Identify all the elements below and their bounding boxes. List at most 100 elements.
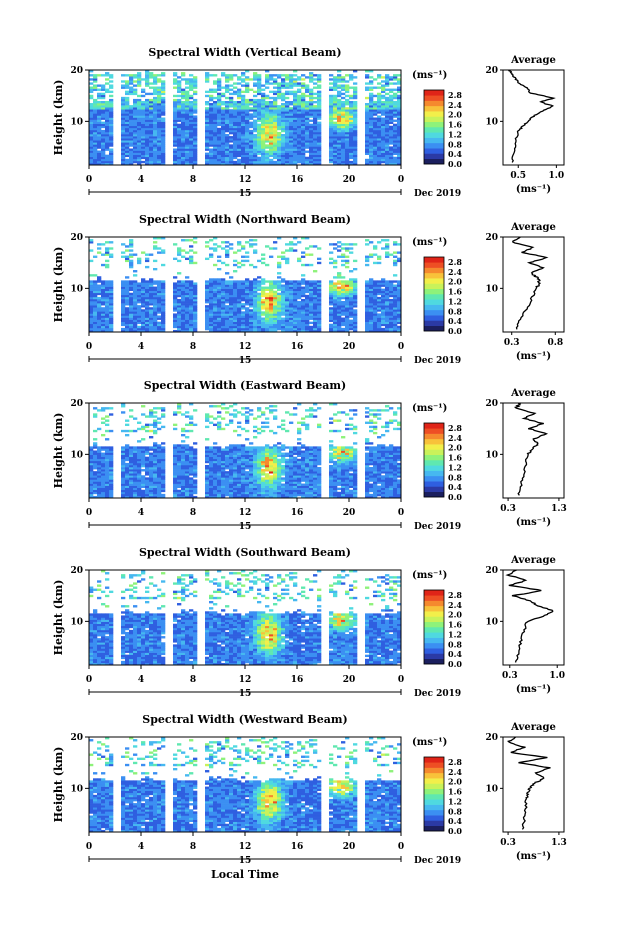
heat-cell bbox=[289, 142, 294, 145]
heat-cell bbox=[225, 146, 230, 149]
heat-cell bbox=[289, 241, 294, 244]
heat-cell bbox=[317, 321, 322, 325]
heat-cell bbox=[393, 311, 398, 314]
heat-cell bbox=[101, 134, 106, 137]
heat-cell bbox=[109, 241, 114, 244]
heat-cell bbox=[125, 140, 130, 143]
heat-cell bbox=[125, 303, 130, 306]
heat-cell bbox=[181, 329, 186, 332]
heat-cell bbox=[253, 309, 258, 312]
heat-cell bbox=[349, 146, 354, 149]
heat-cell bbox=[273, 301, 278, 304]
heat-cell bbox=[313, 301, 318, 304]
heat-cell bbox=[293, 325, 298, 329]
heat-cell bbox=[125, 158, 130, 162]
heat-cell bbox=[97, 491, 102, 495]
heat-cell bbox=[213, 115, 218, 118]
heat-cell bbox=[109, 309, 114, 312]
heat-cell bbox=[265, 82, 270, 85]
heat-cell bbox=[209, 294, 214, 298]
heat-cell bbox=[397, 286, 401, 289]
heat-cell bbox=[373, 154, 378, 158]
heat-cell bbox=[333, 158, 338, 162]
heat-cell bbox=[133, 417, 138, 420]
heat-cell bbox=[265, 245, 270, 248]
heat-cell bbox=[221, 315, 226, 318]
heat-cell bbox=[245, 123, 250, 127]
heat-cell bbox=[341, 309, 346, 312]
heat-cell bbox=[177, 284, 182, 287]
heat-cell bbox=[161, 146, 166, 149]
heat-cell bbox=[277, 265, 282, 269]
heat-cell bbox=[109, 313, 114, 316]
heat-cell bbox=[333, 325, 338, 329]
heat-cell bbox=[257, 298, 262, 302]
heat-cell bbox=[349, 76, 354, 79]
heat-cell bbox=[129, 491, 134, 495]
heat-cell bbox=[173, 284, 178, 287]
heat-cell bbox=[305, 288, 310, 291]
heat-cell bbox=[289, 313, 294, 316]
heat-cell bbox=[129, 239, 134, 242]
heat-cell bbox=[305, 321, 310, 325]
heat-cell bbox=[381, 150, 386, 153]
heat-cell bbox=[213, 237, 218, 240]
heat-cell bbox=[273, 103, 278, 106]
heat-cell bbox=[153, 327, 158, 331]
heat-cell bbox=[153, 148, 158, 151]
heat-cell bbox=[157, 247, 162, 250]
heat-cell bbox=[141, 485, 146, 488]
heat-cell bbox=[265, 319, 270, 322]
heat-cell bbox=[221, 325, 226, 329]
heat-cell bbox=[273, 319, 278, 322]
heat-cell bbox=[101, 464, 106, 468]
heat-cell bbox=[189, 288, 194, 291]
heat-cell bbox=[377, 241, 382, 244]
heat-cell bbox=[237, 282, 242, 285]
heat-cell bbox=[241, 80, 246, 83]
heat-cell bbox=[285, 325, 290, 329]
heat-cell bbox=[297, 156, 302, 160]
heat-cell bbox=[381, 80, 386, 83]
heat-cell bbox=[189, 296, 194, 300]
heat-cell bbox=[205, 284, 210, 287]
heat-cell bbox=[253, 249, 258, 252]
heat-cell bbox=[97, 121, 102, 124]
heat-cell bbox=[153, 313, 158, 316]
heat-cell bbox=[229, 309, 234, 312]
heat-cell bbox=[385, 152, 390, 155]
heat-cell bbox=[161, 72, 166, 75]
heat-cell bbox=[161, 325, 166, 329]
heat-cell bbox=[125, 298, 130, 302]
heat-cell bbox=[133, 76, 138, 79]
heat-cell bbox=[293, 292, 298, 296]
heat-cell bbox=[109, 253, 114, 256]
colorbar-tick-label: 2.8 bbox=[448, 90, 462, 100]
heat-cell bbox=[333, 315, 338, 318]
heat-cell bbox=[373, 113, 378, 116]
heat-cell bbox=[269, 313, 274, 316]
heat-cell bbox=[333, 286, 338, 289]
heat-cell bbox=[149, 309, 154, 312]
heat-cell bbox=[277, 115, 282, 118]
heat-cell bbox=[281, 311, 286, 314]
heat-cell bbox=[145, 115, 150, 118]
heat-cell bbox=[125, 292, 130, 296]
heat-cell bbox=[337, 305, 342, 308]
heat-cell bbox=[313, 82, 318, 85]
heat-cell bbox=[365, 282, 370, 285]
avg-x-tick-label: 0.8 bbox=[547, 338, 563, 348]
heat-cell bbox=[145, 321, 150, 325]
heat-cell bbox=[229, 74, 234, 77]
heat-cell bbox=[157, 251, 162, 254]
heat-cell bbox=[133, 270, 138, 273]
heat-cell bbox=[241, 144, 246, 147]
heat-cell bbox=[125, 138, 130, 141]
heat-cell bbox=[345, 115, 350, 118]
heat-cell bbox=[389, 292, 394, 296]
heat-cell bbox=[277, 317, 282, 320]
heat-cell bbox=[121, 462, 126, 466]
heat-cell bbox=[389, 152, 394, 155]
heat-cell bbox=[261, 148, 266, 151]
heat-cell bbox=[129, 158, 134, 162]
